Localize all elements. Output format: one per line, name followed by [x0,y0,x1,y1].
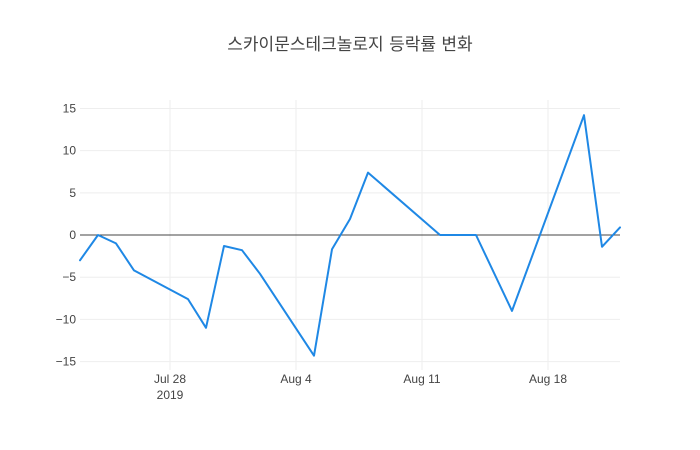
x-tick-year-label: 2019 [157,388,184,402]
y-tick-label: 5 [69,186,76,200]
data-point[interactable] [347,216,353,222]
x-tick-label: Aug 11 [403,372,440,386]
data-point[interactable] [329,246,335,252]
data-point[interactable] [365,170,371,176]
data-point[interactable] [203,325,209,331]
chart-title: 스카이문스테크놀로지 등락률 변화 [227,35,473,55]
data-point[interactable] [77,257,83,263]
x-tick-label: Aug 18 [529,372,567,386]
data-point[interactable] [239,247,245,253]
y-tick-label: 0 [69,228,76,242]
data-point[interactable] [95,232,101,238]
series-line-0 [79,114,621,357]
y-tick-label: −10 [56,312,77,326]
data-point[interactable] [473,232,479,238]
y-axis-ticks: −15 −10 −5 0 5 10 15 [56,101,77,368]
data-point[interactable] [509,308,515,314]
data-point[interactable] [221,243,227,249]
x-tick-label: Aug 4 [280,372,312,386]
data-point[interactable] [131,267,137,273]
data-point[interactable] [113,240,119,246]
x-axis-ticks: Jul 28 2019 Aug 4 Aug 11 Aug 18 [154,372,567,402]
data-point[interactable] [599,244,605,250]
series-layer [77,112,623,359]
data-point[interactable] [311,353,317,359]
grid [80,100,620,370]
data-point[interactable] [617,224,623,230]
y-tick-label: 10 [63,144,77,158]
data-point[interactable] [185,296,191,302]
x-tick-label: Jul 28 [154,372,186,386]
data-point[interactable] [257,271,263,277]
y-tick-label: −15 [56,355,77,369]
y-tick-label: 15 [63,101,77,115]
data-point[interactable] [437,232,443,238]
data-point[interactable] [581,112,587,118]
y-tick-label: −5 [62,270,76,284]
